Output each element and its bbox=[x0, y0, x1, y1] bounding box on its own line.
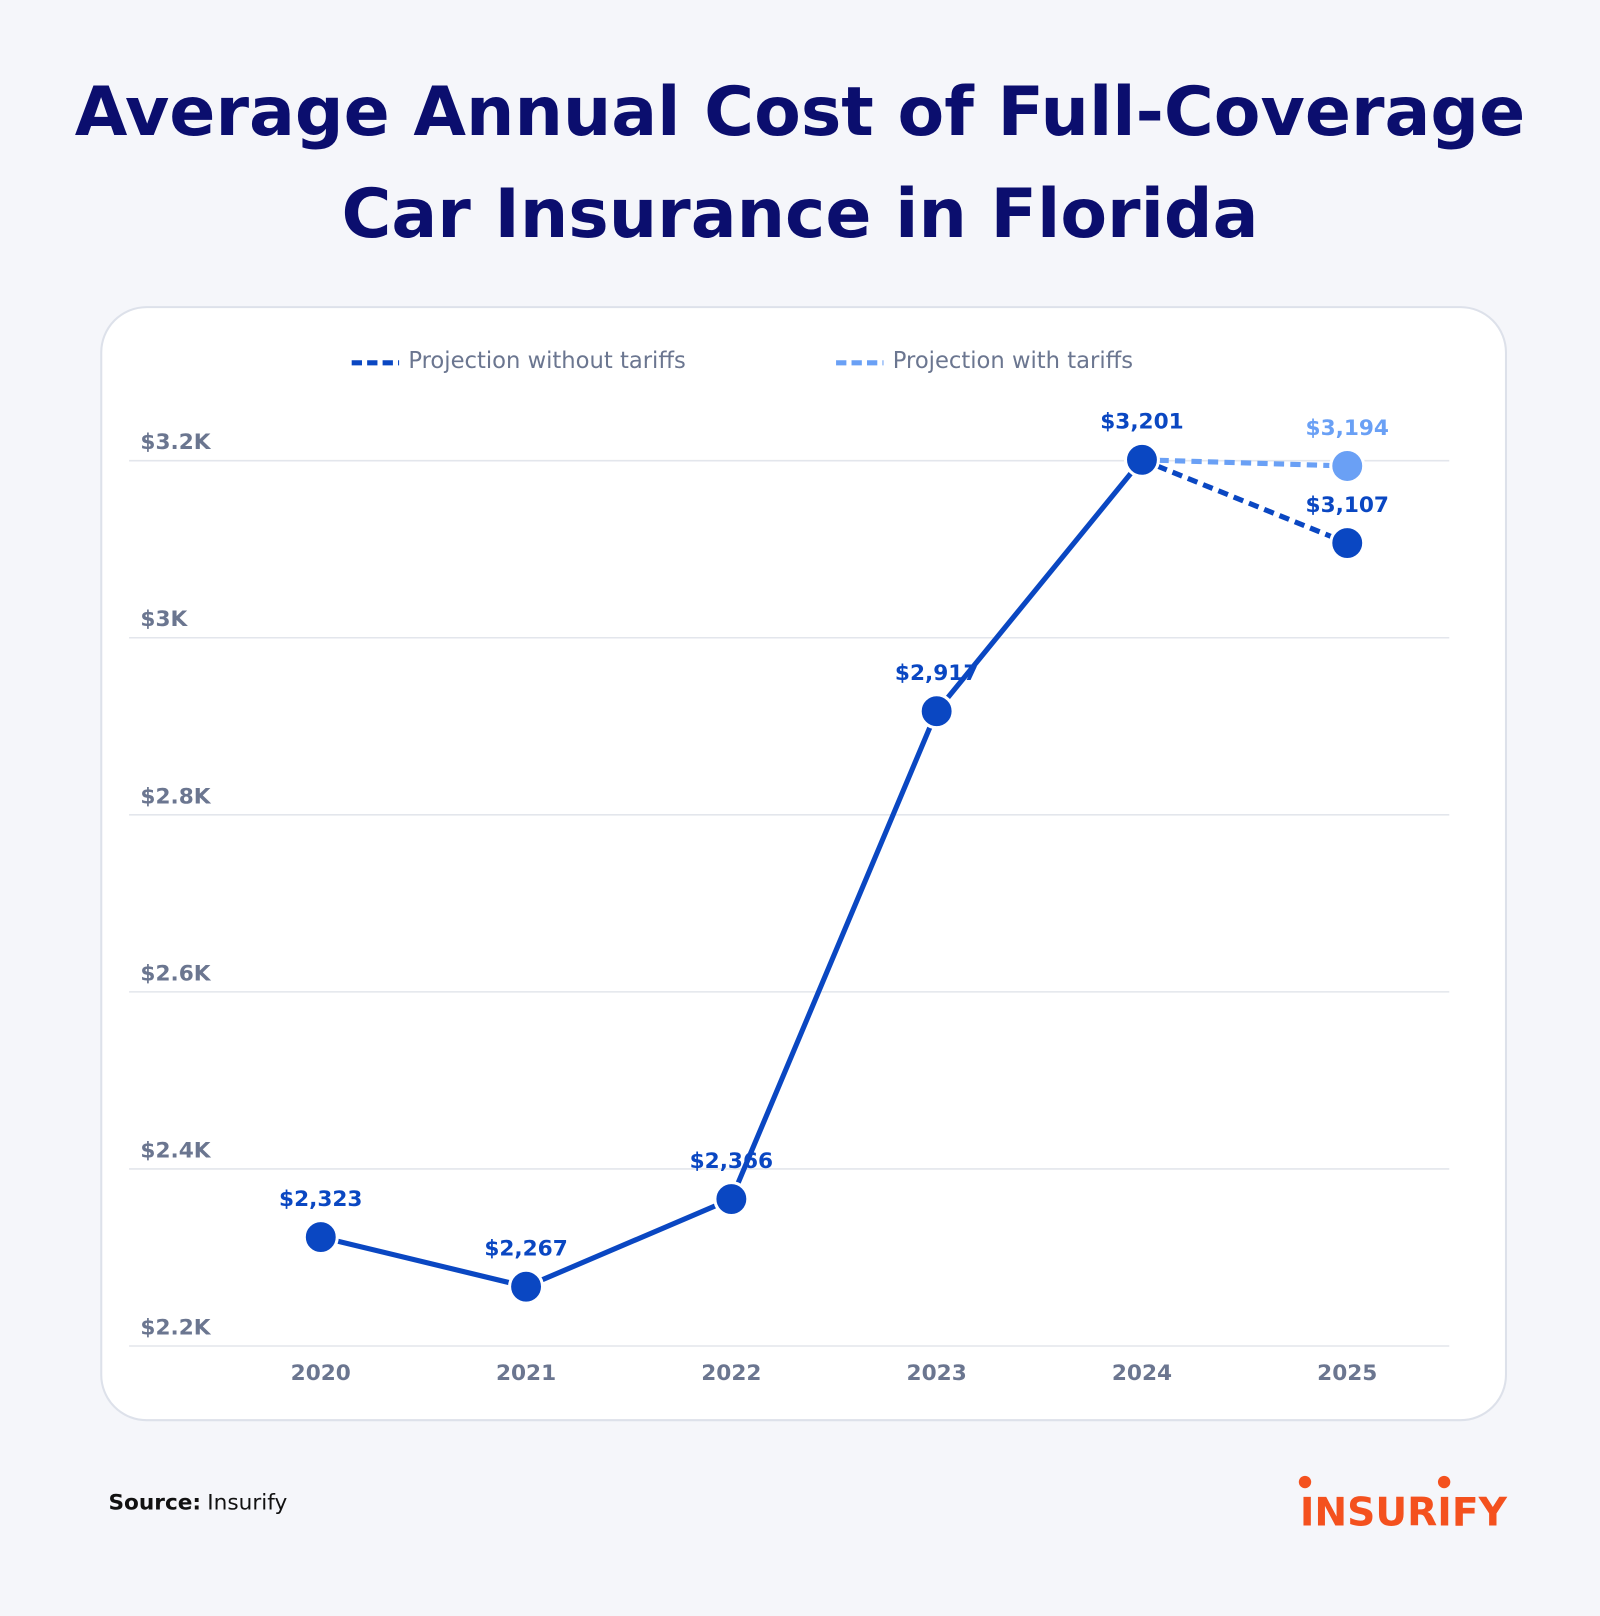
data-label: $3,194 bbox=[1306, 416, 1389, 441]
data-point bbox=[1123, 441, 1160, 478]
source-text: Insurify bbox=[207, 1491, 287, 1516]
title-line: Car Insurance in Florida bbox=[341, 175, 1258, 254]
series-line bbox=[1140, 457, 1349, 546]
data-point bbox=[508, 1268, 545, 1305]
data-point bbox=[713, 1180, 750, 1218]
x-tick-label: 2024 bbox=[1112, 1361, 1172, 1386]
data-point bbox=[1329, 447, 1366, 485]
data-point bbox=[1329, 524, 1366, 562]
series-line bbox=[1141, 457, 1348, 469]
data-label: $2,366 bbox=[690, 1149, 773, 1174]
data-point bbox=[302, 1219, 339, 1256]
data-label: $3,201 bbox=[1100, 410, 1183, 435]
plot: $2.2K $2.4K $2.6K $2.8K $3K $3.2K 2020 2021 2022… bbox=[129, 348, 1450, 1386]
x-tick-label: 2021 bbox=[496, 1361, 556, 1386]
source-label: Source: bbox=[108, 1491, 201, 1516]
chart-card bbox=[100, 306, 1507, 1422]
logo-dot bbox=[1298, 1475, 1312, 1489]
x-tick-label: 2025 bbox=[1317, 1361, 1377, 1386]
legend-label: Projection with tariffs bbox=[893, 348, 1133, 374]
source: Source: Insurify bbox=[108, 1491, 287, 1516]
data-point bbox=[918, 693, 955, 730]
logo: INSURIFY bbox=[1300, 1491, 1508, 1536]
y-tick-label: $2.8K bbox=[140, 784, 211, 809]
y-tick-label: $2.6K bbox=[140, 961, 211, 986]
y-tick-label: $3K bbox=[140, 607, 188, 632]
data-label: $3,107 bbox=[1306, 493, 1389, 518]
data-label: $2,267 bbox=[484, 1237, 567, 1262]
data-label: $2,323 bbox=[279, 1187, 362, 1212]
legend-label: Projection without tariffs bbox=[408, 348, 685, 374]
y-tick-label: $3.2K bbox=[140, 430, 211, 455]
logo-dot bbox=[1437, 1475, 1451, 1489]
data-label: $2,917 bbox=[895, 661, 978, 686]
x-tick-label: 2020 bbox=[291, 1361, 351, 1386]
title-line: Average Annual Cost of Full-Coverage bbox=[75, 73, 1525, 152]
y-tick-label: $2.4K bbox=[140, 1138, 211, 1163]
x-tick-label: 2022 bbox=[701, 1361, 761, 1386]
y-tick-label: $2.2K bbox=[140, 1315, 211, 1340]
x-tick-label: 2023 bbox=[907, 1361, 967, 1386]
